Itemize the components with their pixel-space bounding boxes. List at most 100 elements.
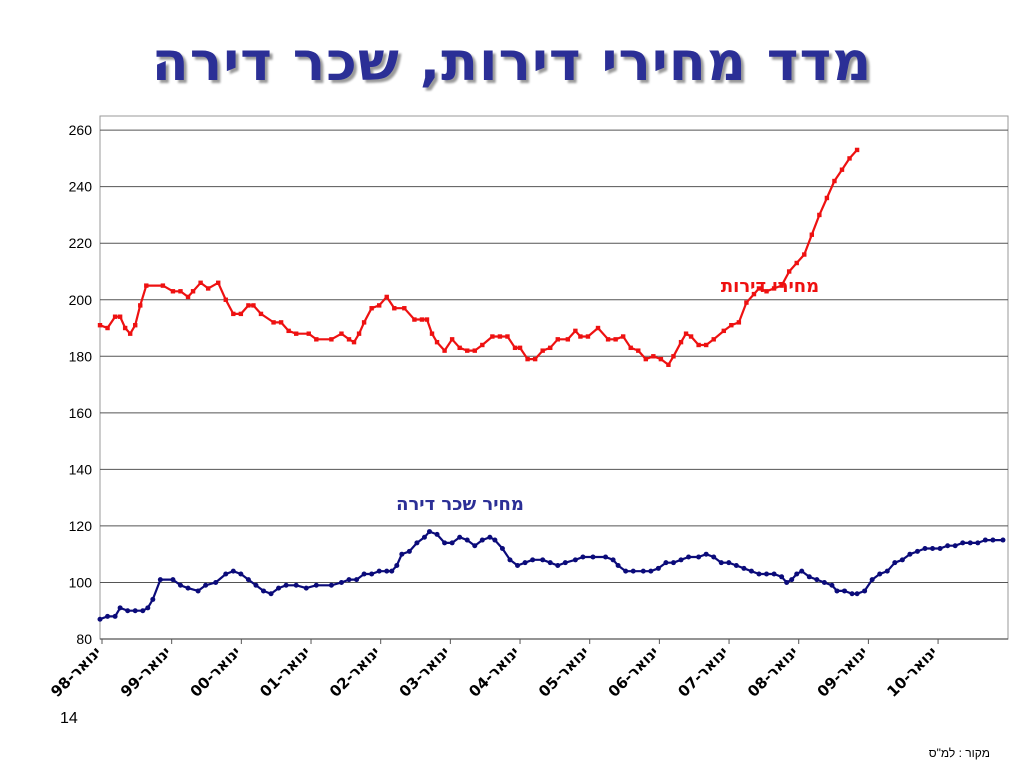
data-point bbox=[293, 331, 299, 336]
data-point bbox=[522, 560, 528, 566]
data-point bbox=[555, 562, 561, 568]
data-point bbox=[849, 591, 855, 597]
x-tick-label: ינואר-02 bbox=[326, 643, 384, 701]
x-tick-label: ינואר-05 bbox=[535, 643, 593, 701]
data-point bbox=[434, 531, 440, 537]
data-point bbox=[821, 579, 827, 585]
y-tick-label: 200 bbox=[69, 292, 93, 308]
data-point bbox=[696, 554, 702, 560]
data-point bbox=[960, 540, 966, 546]
data-point bbox=[613, 337, 618, 342]
x-tick-label: ינואר-03 bbox=[396, 643, 454, 701]
data-point bbox=[185, 294, 191, 300]
data-point bbox=[442, 540, 448, 546]
source-note: מקור : למ"ס bbox=[928, 746, 990, 760]
data-point bbox=[590, 554, 596, 560]
y-tick-label: 220 bbox=[69, 235, 93, 251]
data-point bbox=[666, 362, 671, 367]
data-point bbox=[729, 323, 734, 328]
series-markers-0 bbox=[97, 147, 860, 367]
data-point bbox=[756, 571, 762, 577]
data-point bbox=[784, 579, 790, 585]
data-point bbox=[426, 529, 432, 535]
data-point bbox=[276, 585, 282, 591]
data-point bbox=[771, 571, 777, 577]
data-point bbox=[479, 537, 485, 543]
y-tick-label: 240 bbox=[69, 179, 93, 195]
data-point bbox=[892, 560, 898, 566]
data-point bbox=[726, 560, 732, 566]
data-point bbox=[231, 311, 236, 317]
data-point bbox=[313, 582, 319, 588]
data-point bbox=[223, 297, 228, 302]
data-point bbox=[764, 571, 770, 577]
data-point bbox=[507, 557, 513, 563]
data-point bbox=[789, 577, 795, 583]
data-point bbox=[829, 582, 835, 588]
data-point bbox=[922, 546, 928, 552]
data-point bbox=[464, 537, 470, 543]
series-group bbox=[97, 147, 1006, 622]
data-point bbox=[799, 568, 805, 574]
data-point bbox=[138, 303, 143, 308]
data-point bbox=[492, 537, 498, 543]
x-tick-label: ינואר-09 bbox=[814, 643, 872, 701]
data-point bbox=[802, 252, 807, 257]
data-point bbox=[683, 331, 689, 336]
data-point bbox=[636, 348, 641, 353]
data-point bbox=[105, 325, 110, 331]
data-point bbox=[678, 557, 684, 563]
data-point bbox=[258, 311, 264, 317]
data-point bbox=[703, 551, 709, 557]
data-point bbox=[982, 537, 988, 543]
data-point bbox=[517, 345, 523, 351]
data-point bbox=[472, 348, 477, 353]
y-tick-label: 160 bbox=[69, 405, 93, 421]
data-point bbox=[547, 560, 553, 566]
data-point bbox=[610, 557, 616, 563]
y-tick-label: 120 bbox=[69, 518, 93, 534]
plot-area bbox=[99, 115, 1009, 640]
data-point bbox=[686, 554, 692, 560]
data-point bbox=[741, 565, 747, 571]
data-point bbox=[384, 294, 389, 300]
data-point bbox=[117, 605, 123, 611]
y-tick-label: 140 bbox=[69, 461, 93, 477]
data-point bbox=[824, 195, 830, 201]
data-point bbox=[718, 560, 724, 566]
data-point bbox=[512, 345, 518, 351]
data-point bbox=[842, 588, 848, 594]
data-point bbox=[573, 328, 578, 334]
data-point bbox=[696, 342, 701, 348]
data-point bbox=[764, 289, 769, 294]
data-point bbox=[630, 568, 636, 574]
data-point bbox=[548, 345, 553, 351]
data-point bbox=[733, 562, 739, 568]
data-point bbox=[376, 303, 382, 308]
data-point bbox=[457, 534, 463, 540]
data-point bbox=[751, 291, 757, 297]
data-point bbox=[160, 283, 166, 288]
data-point bbox=[794, 260, 799, 266]
data-point bbox=[351, 339, 357, 345]
x-tick-label: ינואר-01 bbox=[256, 643, 314, 701]
data-point bbox=[195, 588, 201, 594]
x-tick-label: ינואר-10 bbox=[883, 643, 941, 701]
data-point bbox=[532, 356, 538, 362]
data-point bbox=[465, 348, 470, 353]
data-point bbox=[185, 585, 191, 591]
data-point bbox=[655, 565, 661, 571]
data-point bbox=[424, 317, 430, 322]
data-point bbox=[369, 571, 375, 577]
data-point bbox=[671, 354, 676, 359]
data-point bbox=[472, 543, 478, 549]
data-point bbox=[779, 283, 784, 288]
data-point bbox=[937, 546, 943, 552]
data-point bbox=[658, 356, 664, 362]
data-point bbox=[562, 560, 568, 566]
data-point bbox=[975, 540, 981, 546]
page-title: מדד מחירי דירות, שכר דירה bbox=[151, 30, 873, 93]
data-point bbox=[384, 568, 390, 574]
y-tick-label: 260 bbox=[69, 122, 93, 138]
data-point bbox=[877, 571, 883, 577]
